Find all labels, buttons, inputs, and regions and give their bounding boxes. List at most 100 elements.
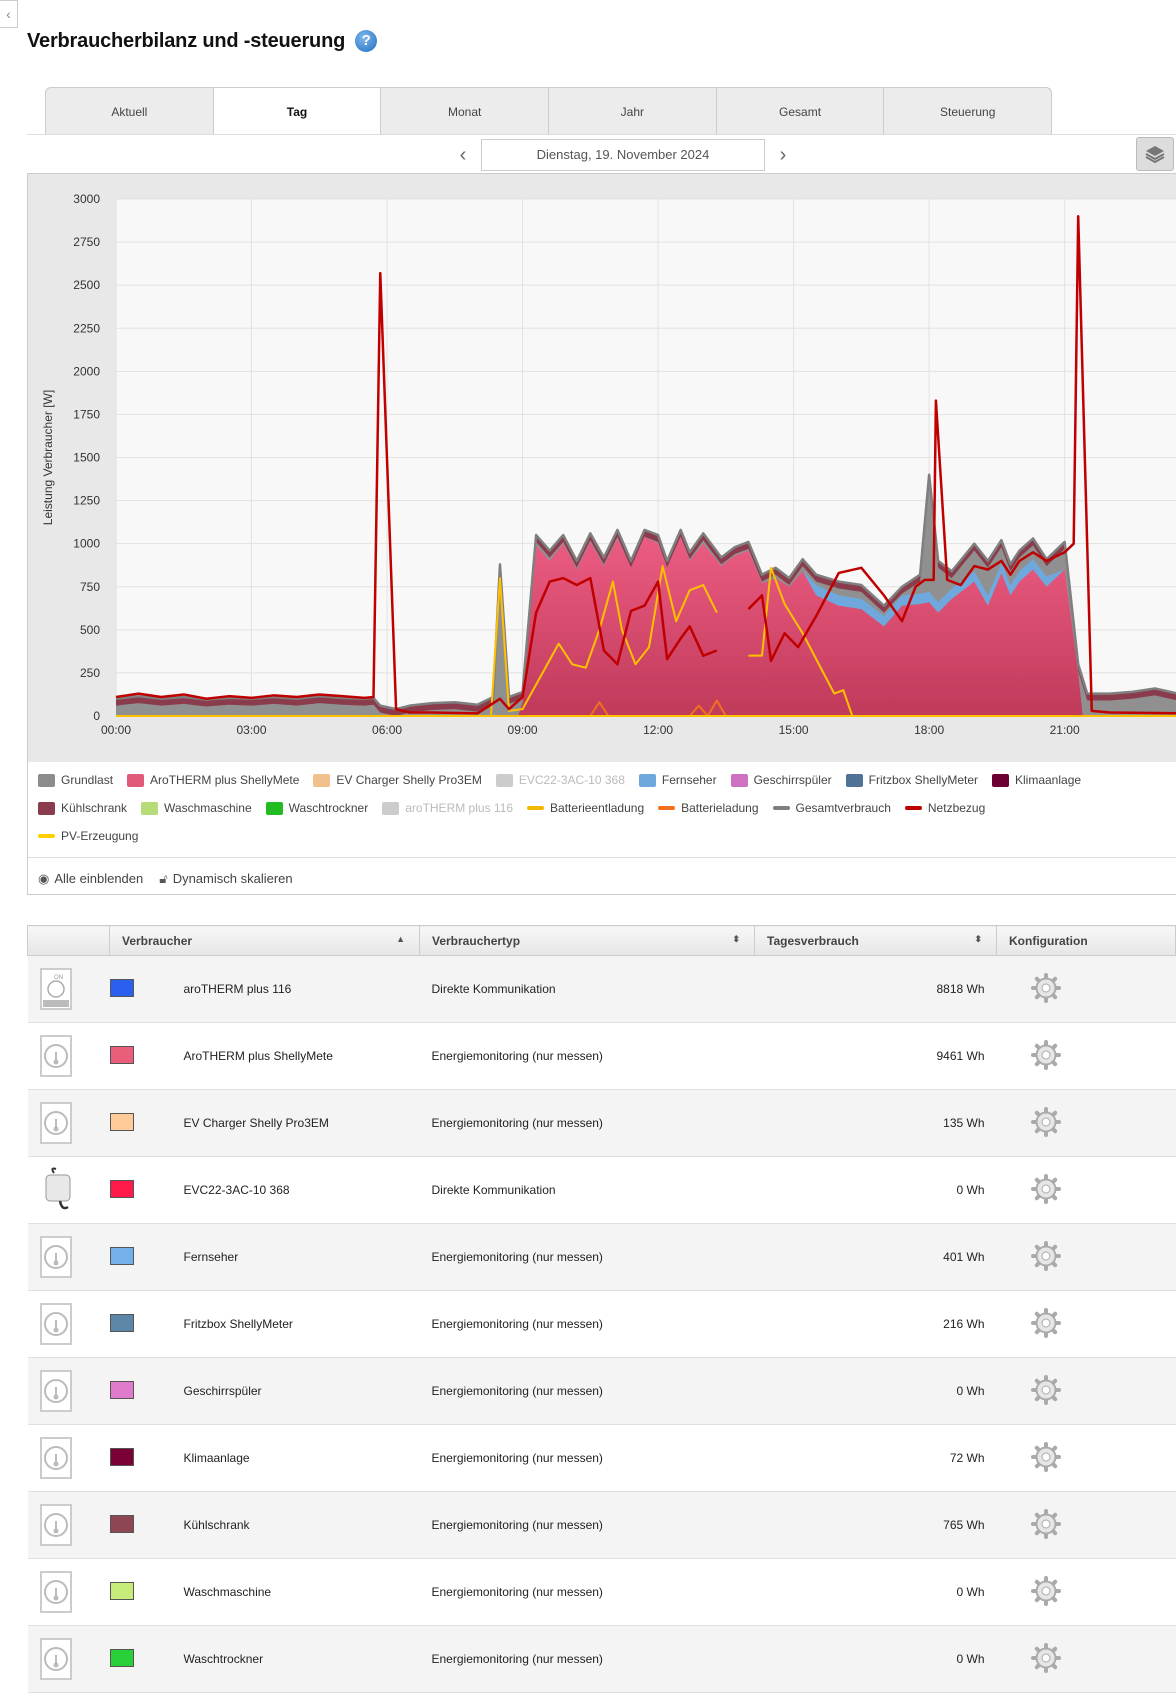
table-row[interactable]: ON aroTHERM plus 116 Direkte Kommunikati… xyxy=(27,955,1176,1023)
legend-swatch xyxy=(382,801,400,815)
color-swatch[interactable] xyxy=(109,1246,134,1265)
device-icon-cell xyxy=(27,1156,110,1224)
gear-icon[interactable] xyxy=(1031,1039,1061,1073)
color-cell xyxy=(109,1357,184,1425)
legend-item[interactable]: Gesamtverbrauch xyxy=(772,794,891,822)
chart-footer: ◉ Alle einblenden 🔓︎ Dynamisch skalieren xyxy=(38,867,293,891)
gear-icon[interactable] xyxy=(1031,1508,1061,1542)
legend-swatch xyxy=(845,773,863,787)
tab-steuerung[interactable]: Steuerung xyxy=(940,105,996,119)
svg-text:ON: ON xyxy=(54,975,63,981)
color-swatch[interactable] xyxy=(109,1380,134,1399)
chart-panel: 0 250 500 750 1000 1250 1500 1750 2000 2250 2500 27… xyxy=(27,173,1176,895)
gear-icon[interactable] xyxy=(1031,972,1061,1006)
legend-item[interactable]: AroTHERM plus ShellyMete xyxy=(127,766,299,794)
back-button[interactable]: ‹ xyxy=(0,0,18,28)
legend-label: Fernseher xyxy=(661,773,717,787)
color-swatch[interactable] xyxy=(109,978,134,997)
color-swatch[interactable] xyxy=(109,1581,134,1600)
gear-icon[interactable] xyxy=(1031,1642,1061,1676)
legend-item[interactable]: Netzbezug xyxy=(904,794,985,822)
consumption-chart: 0 250 500 750 1000 1250 1500 1750 2000 2250 2500 27… xyxy=(41,192,1176,737)
legend-item[interactable]: Grundlast xyxy=(38,766,113,794)
color-swatch[interactable] xyxy=(109,1514,134,1533)
legend-item[interactable]: Kühlschrank xyxy=(38,794,127,822)
consumer-type: Energiemonitoring (nur messen) xyxy=(419,1558,755,1626)
table-row[interactable]: Kühlschrank Energiemonitoring (nur messe… xyxy=(27,1491,1176,1559)
table-row[interactable]: Geschirrspüler Energiemonitoring (nur me… xyxy=(27,1357,1176,1425)
y-tick-label: 2250 xyxy=(73,321,100,335)
gear-icon[interactable] xyxy=(1031,1106,1061,1140)
table-row[interactable]: Waschmaschine Energiemonitoring (nur mes… xyxy=(27,1558,1176,1626)
gear-icon[interactable] xyxy=(1031,1374,1061,1408)
tab-gesamt[interactable]: Gesamt xyxy=(717,88,885,135)
legend-item[interactable]: Klimaanlage xyxy=(992,766,1081,794)
date-navigation: ‹ Dienstag, 19. November 2024 › xyxy=(455,139,791,171)
device-icon-cell xyxy=(27,1223,110,1291)
table-row[interactable]: AroTHERM plus ShellyMete Energiemonitori… xyxy=(27,1022,1176,1090)
pv-erzeugung-line xyxy=(489,565,718,717)
energy-meter-icon xyxy=(39,1370,72,1412)
legend-item[interactable]: Batterieladung xyxy=(658,794,759,822)
legend-item[interactable]: Fritzbox ShellyMeter xyxy=(845,766,978,794)
unlock-icon: 🔓︎ xyxy=(159,871,168,886)
color-swatch[interactable] xyxy=(109,1313,134,1332)
show-all-button[interactable]: ◉ Alle einblenden xyxy=(38,867,143,891)
gear-icon[interactable] xyxy=(1031,1441,1061,1475)
gear-icon[interactable] xyxy=(1031,1240,1061,1274)
pv-erzeugung-line xyxy=(748,566,1176,717)
color-swatch[interactable] xyxy=(109,1179,134,1198)
consumer-type: Energiemonitoring (nur messen) xyxy=(419,1089,755,1157)
table-row[interactable]: EVC22-3AC-10 368 Direkte Kommunikation 0… xyxy=(27,1156,1176,1224)
gear-icon[interactable] xyxy=(1031,1575,1061,1609)
device-icon-cell: ON xyxy=(27,955,110,1023)
table-row[interactable]: EV Charger Shelly Pro3EM Energiemonitori… xyxy=(27,1089,1176,1157)
tab-tag[interactable]: Tag xyxy=(213,88,382,135)
table-row[interactable]: Fernseher Energiemonitoring (nur messen)… xyxy=(27,1223,1176,1291)
help-icon[interactable]: ? xyxy=(355,30,378,52)
legend-item[interactable]: EVC22-3AC-10 368 xyxy=(495,766,625,794)
legend-item[interactable]: EV Charger Shelly Pro3EM xyxy=(313,766,482,794)
legend-item[interactable]: PV-Erzeugung xyxy=(38,822,138,850)
color-swatch[interactable] xyxy=(109,1112,134,1131)
layers-icon xyxy=(1145,146,1165,164)
dynamic-scale-toggle[interactable]: 🔓︎ Dynamisch skalieren xyxy=(159,867,292,891)
table-row[interactable]: Klimaanlage Energiemonitoring (nur messe… xyxy=(27,1424,1176,1492)
color-cell xyxy=(109,1558,184,1626)
config-cell xyxy=(996,1089,1176,1157)
legend-swatch xyxy=(265,801,283,815)
prev-day-button[interactable]: ‹ xyxy=(459,143,467,166)
y-tick-label: 3000 xyxy=(73,192,100,206)
energy-meter-icon xyxy=(39,1236,72,1278)
header-tagesverbrauch[interactable]: Tagesverbrauch ⬍ xyxy=(754,925,997,956)
tab-jahr[interactable]: Jahr xyxy=(549,88,717,135)
config-cell xyxy=(996,1022,1176,1090)
legend-item[interactable]: aroTHERM plus 116 xyxy=(382,794,513,822)
color-cell xyxy=(109,1022,184,1090)
gear-icon[interactable] xyxy=(1031,1173,1061,1207)
date-picker[interactable]: Dienstag, 19. November 2024 xyxy=(481,139,765,171)
legend-item[interactable]: Batterieentladung xyxy=(527,794,644,822)
color-swatch[interactable] xyxy=(109,1648,134,1667)
table-row[interactable]: Fritzbox ShellyMeter Energiemonitoring (… xyxy=(27,1290,1176,1358)
color-cell xyxy=(109,1223,184,1291)
legend-label: Klimaanlage xyxy=(1015,773,1082,787)
next-day-button[interactable]: › xyxy=(779,143,787,166)
header-verbraucher[interactable]: Verbraucher ▲ xyxy=(109,925,420,956)
tab-monat[interactable]: Monat xyxy=(381,88,550,135)
y-tick-label: 2000 xyxy=(73,364,100,378)
gear-icon[interactable] xyxy=(1031,1307,1061,1341)
device-icon-cell xyxy=(27,1357,110,1425)
legend-item[interactable]: Fernseher xyxy=(638,766,717,794)
header-verbrauchertyp[interactable]: Verbrauchertyp ⬍ xyxy=(419,925,755,956)
layers-button[interactable] xyxy=(1136,137,1174,171)
table-row[interactable]: Waschtrockner Energiemonitoring (nur mes… xyxy=(27,1625,1176,1693)
legend-item[interactable]: Geschirrspüler xyxy=(730,766,832,794)
consumer-table: Verbraucher ▲ Verbrauchertyp ⬍ Tagesverbra… xyxy=(27,925,1176,1693)
color-swatch[interactable] xyxy=(109,1045,134,1064)
color-swatch[interactable] xyxy=(109,1447,134,1466)
legend-swatch xyxy=(38,834,55,838)
tab-aktuell[interactable]: Aktuell xyxy=(46,88,214,135)
legend-item[interactable]: Waschmaschine xyxy=(141,794,252,822)
legend-item[interactable]: Waschtrockner xyxy=(265,794,368,822)
